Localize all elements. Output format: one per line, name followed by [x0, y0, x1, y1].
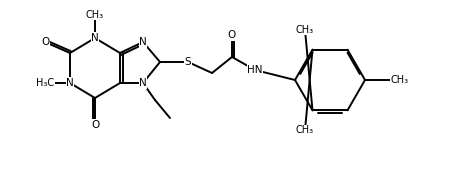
Text: CH₃: CH₃	[86, 10, 104, 20]
Text: N: N	[139, 37, 147, 47]
Text: O: O	[41, 37, 49, 47]
Text: N: N	[91, 33, 99, 43]
Text: N: N	[66, 78, 74, 88]
Text: CH₃: CH₃	[296, 125, 314, 135]
Text: H₃C: H₃C	[36, 78, 54, 88]
Text: CH₃: CH₃	[296, 25, 314, 35]
Text: N: N	[139, 78, 147, 88]
Text: HN: HN	[247, 65, 263, 75]
Text: S: S	[185, 57, 191, 67]
Text: CH₃: CH₃	[391, 75, 409, 85]
Text: O: O	[228, 30, 236, 40]
Text: O: O	[91, 120, 99, 130]
